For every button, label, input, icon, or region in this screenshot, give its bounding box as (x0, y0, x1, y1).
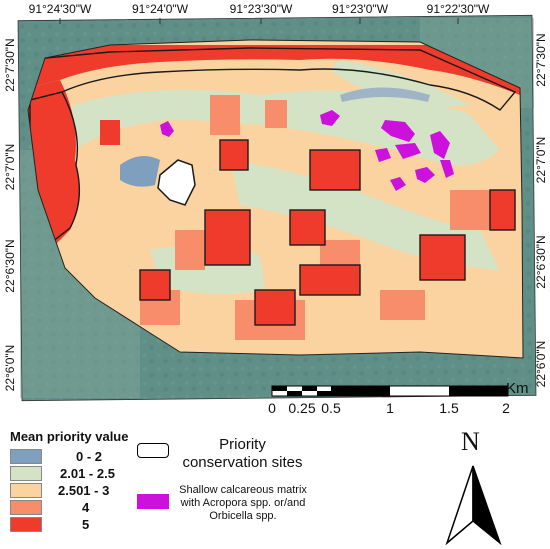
class-4-patch-8 (380, 290, 425, 320)
legend-item-3: 2.501 - 3 (10, 482, 109, 499)
calcareous-patch-1 (160, 121, 174, 137)
class-5-patch-3 (310, 150, 360, 190)
coord-right-3: 22°6'30"N (534, 235, 548, 289)
legend-label-4: 4 (82, 500, 90, 515)
calcareous-patch-5 (395, 143, 421, 159)
class-5-patch-7 (140, 270, 170, 300)
coord-top-4: 91°23'0"W (331, 2, 389, 16)
calcareous-patch-8 (390, 177, 406, 191)
legend-label-1: 0 - 2 (76, 449, 103, 464)
legend-item-4: 4 (10, 499, 89, 516)
legend-title: Mean priority value (10, 429, 129, 444)
class-5-north-border (28, 45, 520, 95)
coord-left-4: 22°6'0"N (3, 344, 17, 392)
coord-left-1: 22°7'30"N (3, 38, 17, 92)
priority-conservation-outlines (28, 47, 517, 326)
island (157, 159, 196, 206)
class-5-patch-9 (490, 190, 515, 230)
calcareous-swatch (137, 494, 169, 509)
map-frame (17, 14, 537, 402)
coord-top-1: 91°24'30"W (28, 2, 92, 16)
calcareous-patch-3 (381, 120, 415, 142)
class-5-patch-1 (205, 210, 250, 265)
class-2-region-north (60, 90, 500, 166)
north-letter: N (461, 427, 480, 456)
scale-label-2: 2 (502, 400, 510, 416)
class-5-patch-8 (100, 120, 120, 145)
scale-label-15: 1.5 (439, 400, 459, 416)
calcareous-label: Shallow calcareous matrix with Acropora … (179, 484, 307, 522)
coord-top-2: 91°24'0"W (131, 2, 189, 16)
coord-right-1: 22°7'30"N (534, 33, 548, 87)
calcareous-patch-6 (430, 131, 450, 159)
class-5-patch-10 (220, 140, 248, 170)
top-ticks (59, 18, 459, 24)
scale-label-1: 1 (386, 400, 394, 416)
scale-bar (271, 385, 509, 397)
class-4-patch-7 (450, 190, 490, 230)
priority-sites-label: Priority conservation sites (182, 436, 303, 471)
class-5-patch-6 (300, 265, 360, 295)
legend-swatch-1 (10, 449, 42, 464)
scale-unit: Km (506, 380, 529, 397)
calcareous-patch-7 (415, 167, 435, 183)
north-arrow-shape (445, 465, 502, 546)
scale-label-05: 0.5 (321, 400, 341, 416)
legend-swatch-2 (10, 466, 42, 481)
legend-swatch-3 (10, 483, 42, 498)
legend-label-5: 5 (82, 517, 90, 532)
legend-item-1: 0 - 2 (10, 448, 102, 465)
calcareous-patch-4 (375, 148, 391, 162)
legend-label-3: 2.501 - 3 (58, 483, 110, 498)
priority-sites-swatch (137, 443, 169, 458)
class-4-patch-1 (210, 95, 240, 135)
study-area-outline (27, 39, 524, 359)
class-1-region-channel (340, 87, 430, 102)
coord-right-4: 22°6'0"N (534, 340, 548, 388)
legend-item-5: 5 (10, 516, 89, 533)
coord-left-3: 22°6'30"N (3, 239, 17, 293)
class-5-patch-2 (290, 210, 325, 245)
coord-right-2: 22°7'0"N (534, 136, 548, 184)
class-5-patch-4 (420, 235, 465, 280)
class-4-patch-2 (265, 100, 287, 128)
class-5-patch-5 (255, 290, 295, 325)
class-4-patch-3 (175, 230, 205, 270)
legend-label-2: 2.01 - 2.5 (60, 466, 115, 481)
calcareous-patch-2 (320, 110, 340, 126)
calcareous-patch-9 (440, 160, 454, 178)
coord-top-5: 91°22'30"W (426, 2, 490, 16)
priority-raster (28, 40, 523, 358)
coord-top-3: 91°23'30"W (229, 2, 293, 16)
scale-label-0: 0 (268, 400, 276, 416)
scale-label-025: 0.25 (288, 400, 316, 416)
legend-swatch-4 (10, 500, 42, 515)
legend-item-2: 2.01 - 2.5 (10, 465, 115, 482)
class-1-region-lagoon (120, 156, 160, 187)
legend-swatch-5 (10, 517, 42, 532)
coord-left-2: 22°7'0"N (3, 143, 17, 191)
